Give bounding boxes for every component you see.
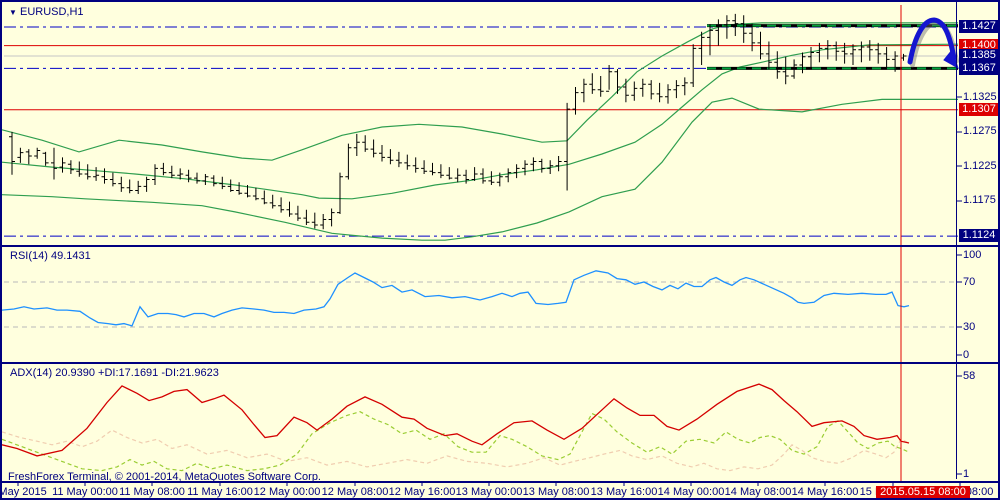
time-label: 8 May 2015: [0, 486, 47, 498]
time-label: 11 May 16:00: [187, 486, 253, 498]
price-level-badge: 1.1427: [959, 20, 998, 33]
rsi-line: [2, 270, 958, 328]
rsi-axis-label: 70: [963, 276, 976, 288]
time-label: 13 May 08:00: [522, 486, 590, 498]
price-level-badge: 1.1307: [959, 103, 998, 116]
axis-ticks: [17, 96, 962, 486]
time-label: 14 May 16:00: [791, 486, 859, 498]
symbol-label: ▼ EURUSD,H1: [9, 6, 84, 18]
price-tick-label: 1.1325: [963, 91, 997, 103]
rsi-title: RSI(14) 49.1431: [10, 250, 91, 262]
time-label: 13 May 00:00: [455, 486, 523, 498]
price-tick-label: 1.1175: [963, 194, 996, 206]
time-axis-separator: [2, 481, 998, 483]
price-tick-label: 1.1225: [963, 160, 997, 172]
price-bars: [9, 13, 907, 230]
time-label: 12 May 16:00: [388, 486, 456, 498]
time-label: 14 May 08:00: [724, 486, 792, 498]
level-lines: [4, 26, 958, 237]
crosshair-time-badge: 2015.05.15 08:00: [876, 486, 970, 498]
sr-lines: [707, 24, 958, 70]
rsi-axis-label: 30: [963, 321, 976, 333]
time-label: 14 May 00:00: [657, 486, 725, 498]
copyright-text: FreshForex Terminal, © 2001-2014, MetaQu…: [8, 471, 321, 483]
rsi-axis-label: 100: [963, 249, 982, 261]
adx-lines: [2, 383, 910, 472]
panel-separator[interactable]: [2, 245, 998, 247]
adx-axis-label: 58: [963, 370, 976, 382]
price-level-badge: 1.1400: [959, 39, 998, 52]
adx-title: ADX(14) 20.9390 +DI:17.1691 -DI:21.9623: [10, 367, 219, 379]
symbol-text: EURUSD,H1: [19, 6, 84, 18]
time-label: 11 May 00:00: [52, 486, 118, 498]
trend-arrow[interactable]: [907, 17, 959, 70]
time-label: 13 May 16:00: [590, 486, 658, 498]
adx-axis-label: 1: [963, 468, 970, 480]
rsi-axis-label: 0: [963, 349, 970, 361]
time-label: 11 May 08:00: [119, 486, 185, 498]
symbol-marker-icon: ▼: [9, 8, 17, 17]
price-level-badge: 1.1367: [959, 62, 998, 75]
price-level-badge: 1.1124: [959, 229, 998, 242]
panel-separator[interactable]: [2, 362, 998, 364]
time-label: 12 May 08:00: [321, 486, 389, 498]
current-price-badge: 1.1385: [959, 49, 998, 62]
price-axis-separator: [956, 2, 957, 479]
bollinger-bands: [2, 22, 959, 241]
price-tick-label: 1.1275: [963, 125, 997, 137]
time-label: 12 May 00:00: [253, 486, 321, 498]
